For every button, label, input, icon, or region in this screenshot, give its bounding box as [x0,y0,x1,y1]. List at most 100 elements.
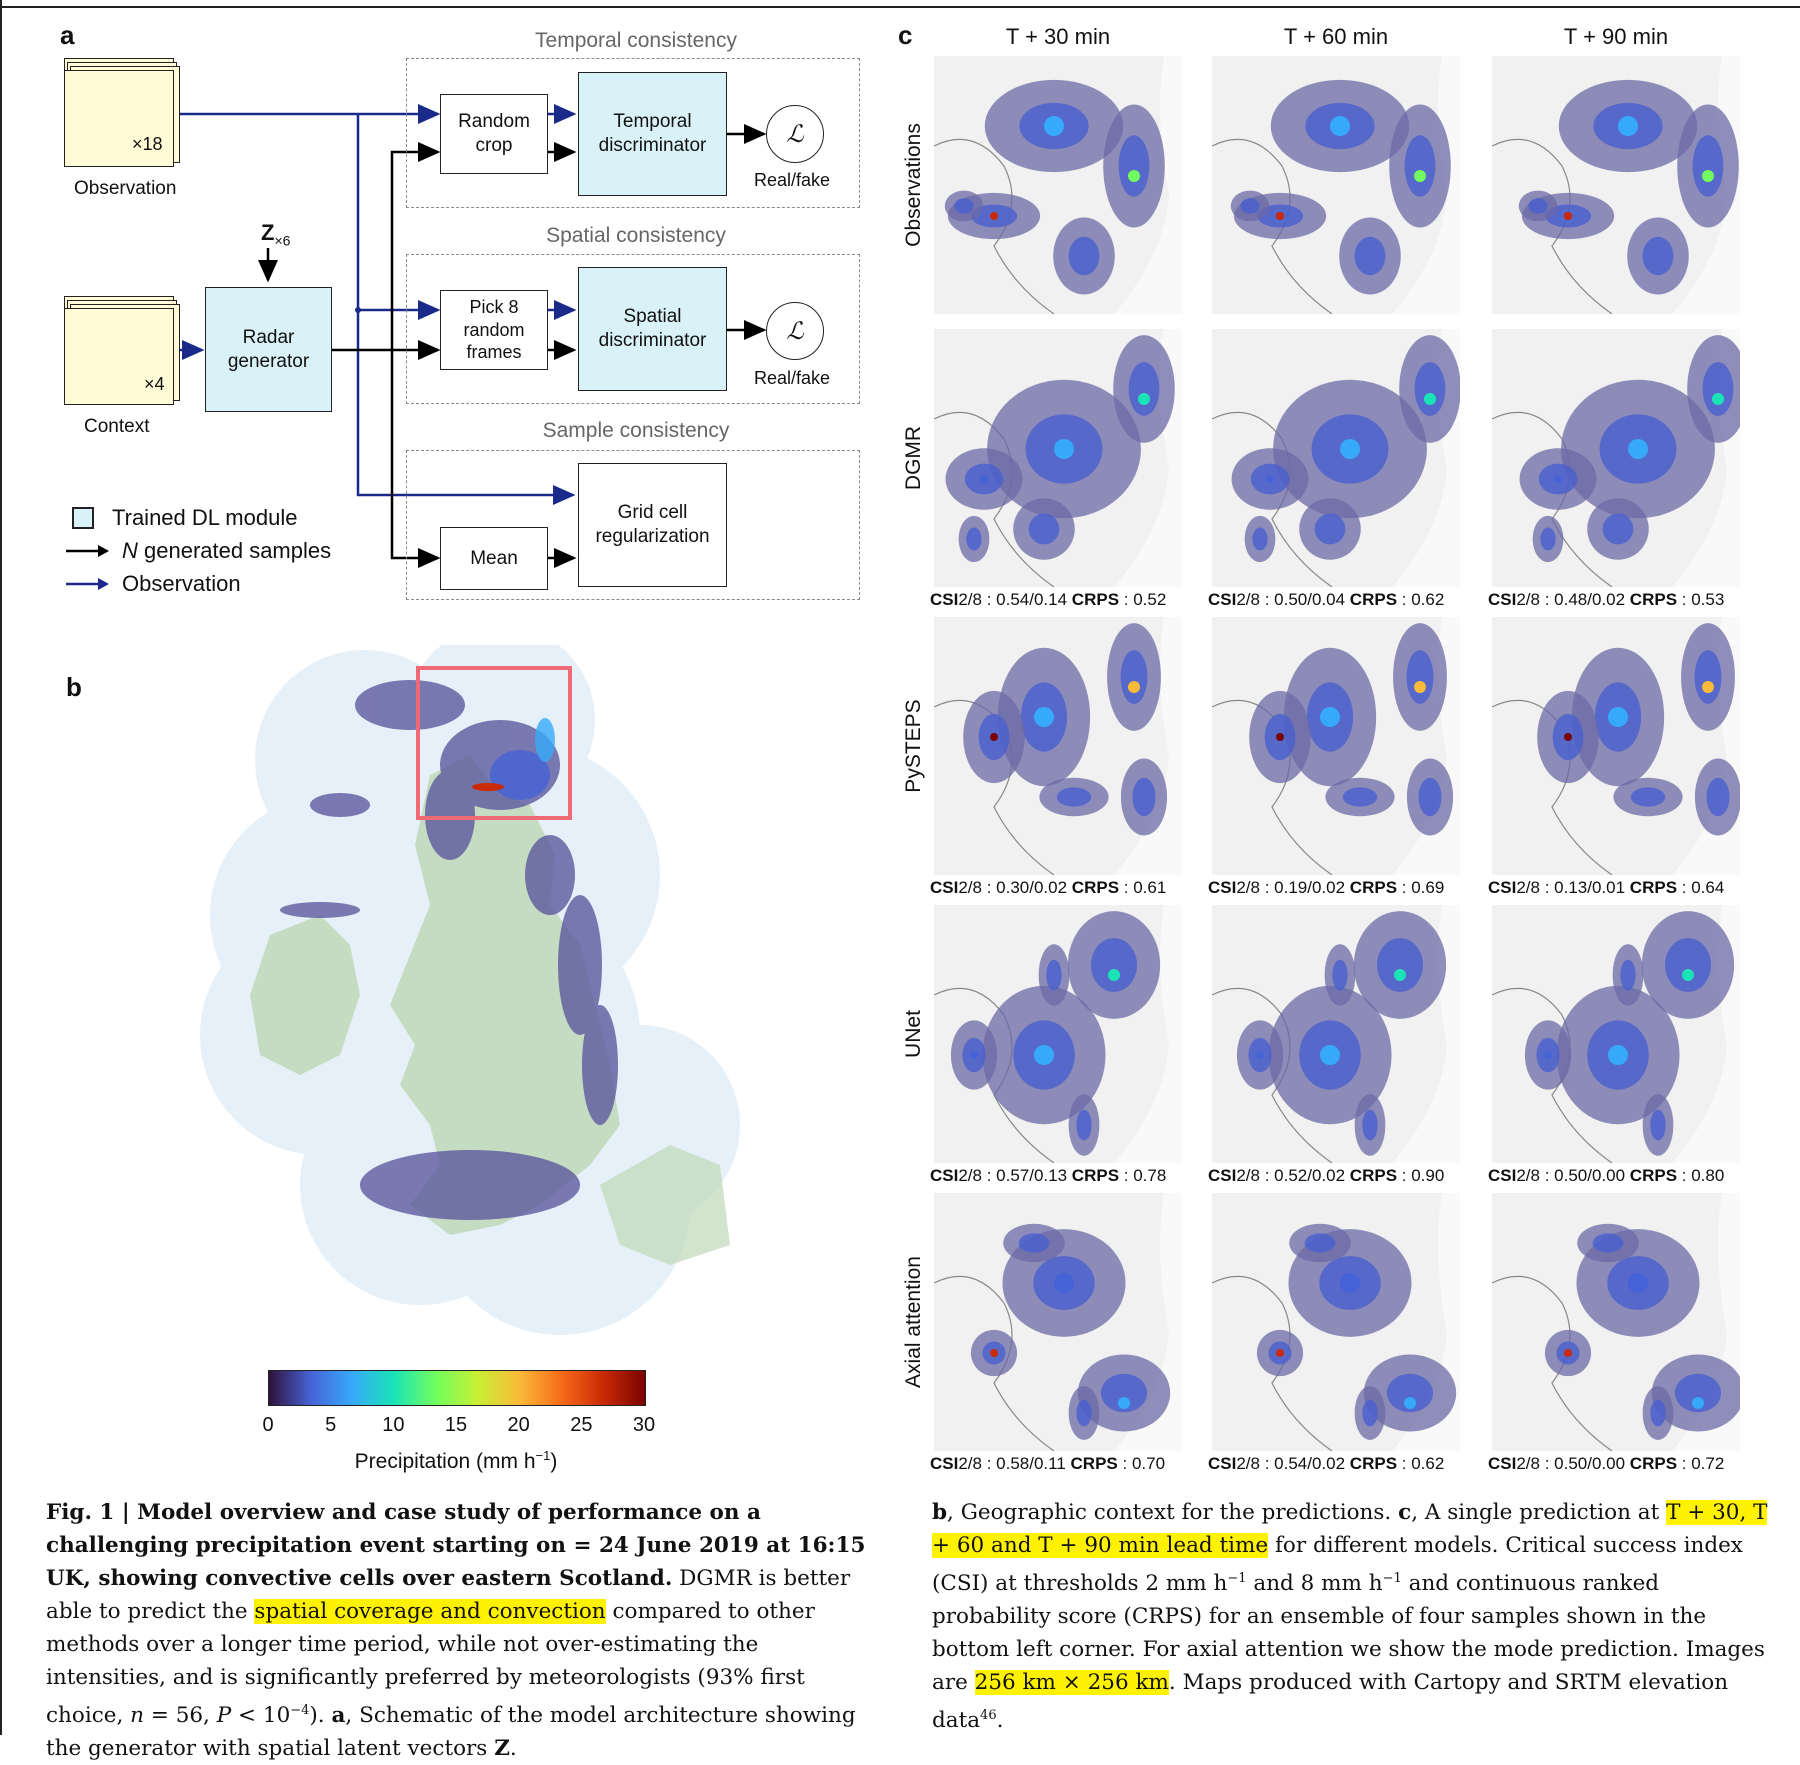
prediction-map-tile [934,617,1182,875]
caption-left-t1: DGMR is better able to predict the [46,1566,851,1624]
france-landmass [600,1145,730,1265]
csi-value: 0.54/0.14 [996,590,1068,609]
csi-thresholds: 2/8 [1516,878,1540,897]
caption-left-t5: ). [309,1703,332,1729]
prediction-map-tile [1212,329,1460,587]
csi-value: 0.48/0.02 [1554,590,1626,609]
legend-observation-label: Observation [122,571,241,596]
random-crop-box: Random crop [440,94,548,174]
caption-right-sup2: −1 [1382,1571,1402,1586]
colorbar-tick-label: 25 [570,1414,593,1436]
caption-highlight-spatial: spatial coverage and convection [254,1599,606,1624]
precipitation-field [934,905,1182,1163]
csi-thresholds: 2/8 [1236,878,1260,897]
csi-thresholds: 2/8 [1236,1454,1260,1473]
crps-value: 0.61 [1133,878,1167,897]
model-row-label: PySTEPS [902,699,925,793]
csi-thresholds: 2/8 [1236,590,1260,609]
crps-value: 0.72 [1691,1454,1725,1473]
prediction-map-tile [934,905,1182,1163]
caption-right-t4: and 8 mm h [1246,1571,1383,1597]
caption-right-c: c [1398,1500,1412,1525]
csi-value: 0.58/0.11 [996,1454,1066,1473]
csi-value: 0.50/0.00 [1554,1454,1626,1473]
precipitation-field [1492,56,1740,314]
caption-right-t1: , Geographic context for the predictions… [947,1500,1399,1525]
csi-label: CSI [1208,590,1237,609]
colorbar-tick-label: 30 [632,1414,656,1436]
colorbar-tick-label: 20 [507,1414,530,1436]
precipitation-field [934,1193,1182,1451]
uk-radar-map [200,645,740,1335]
crps-label: CRPS [1349,1454,1398,1473]
observation-count: ×18 [132,134,163,154]
csi-label: CSI [1488,1166,1517,1185]
observation-label: Observation [74,178,177,199]
precipitation-field [1212,905,1460,1163]
temporal-loss-circle: ℒ [766,105,824,163]
prediction-map-tile [1212,1193,1460,1451]
prediction-map-tile [934,1193,1182,1451]
caption-right-t3: for different models. Critical success i… [932,1533,1743,1597]
csi-thresholds: 2/8 [1516,1166,1540,1185]
metric-readout: CSI2/8 : 0.58/0.11 CRPS : 0.70 [930,1454,1166,1473]
metric-readout: CSI2/8 : 0.52/0.02 CRPS : 0.90 [1208,1166,1445,1185]
left-rule [0,0,2,1735]
prediction-map-tile [1212,56,1460,314]
panel-c-letter: c [898,20,913,50]
caption-right-sup1: −1 [1227,1571,1247,1586]
caption-left-t4: < 10 [231,1703,291,1729]
latent-z: Z [261,220,275,245]
observation-stack-front [64,70,174,167]
prediction-map-tile [1492,329,1740,587]
context-label: Context [84,416,150,437]
precipitation-field [934,617,1182,875]
legend-n: N [122,538,138,563]
temporal-real-fake-label: Real/fake [754,170,831,190]
caption-left-sup: −4 [290,1703,310,1718]
prediction-map-tile [1492,56,1740,314]
metric-readout: CSI2/8 : 0.48/0.02 CRPS : 0.53 [1488,590,1725,609]
csi-value: 0.57/0.13 [996,1166,1068,1185]
latent-z-sub: ×6 [274,232,291,249]
csi-label: CSI [1488,1454,1517,1473]
csi-value: 0.19/0.02 [1274,878,1346,897]
csi-thresholds: 2/8 [1516,1454,1540,1473]
spatial-consistency-title: Spatial consistency [546,224,726,247]
metric-readout: CSI2/8 : 0.54/0.02 CRPS : 0.62 [1208,1454,1445,1473]
metric-readout: CSI2/8 : 0.30/0.02 CRPS : 0.61 [930,878,1167,897]
crps-label: CRPS [1629,590,1678,609]
metric-readout: CSI2/8 : 0.50/0.00 CRPS : 0.80 [1488,1166,1725,1185]
spatial-discriminator-box: Spatial discriminator [578,267,727,391]
legend-generated: N generated samples [66,538,331,564]
precipitation-field [1212,329,1460,587]
top-rule [0,6,1800,8]
metric-readout: CSI2/8 : 0.19/0.02 CRPS : 0.69 [1208,878,1445,897]
spatial-consistency-group [406,254,860,404]
precipitation-field [1212,1193,1460,1451]
model-row-label: Axial attention [902,1256,925,1388]
precipitation-field [1492,905,1740,1163]
crps-label: CRPS [1070,1454,1118,1473]
crps-value: 0.78 [1133,1166,1167,1185]
sample-consistency-group [406,450,860,600]
caption-left-p: P [216,1703,232,1729]
crps-label: CRPS [1071,878,1120,897]
grid-cell-regularization-box: Grid cell regularization [578,463,727,587]
precipitation-field [1212,56,1460,314]
legend-generated-text: generated samples [137,538,332,563]
precipitation-field [1492,329,1740,587]
csi-label: CSI [930,1454,959,1473]
colorbar-tick-label: 5 [325,1414,337,1436]
model-row-label: UNet [902,1010,925,1058]
crps-value: 0.52 [1133,590,1167,609]
panel-b-letter: b [66,672,82,702]
caption-left-t7: . [509,1736,517,1762]
csi-value: 0.30/0.02 [996,878,1068,897]
panel-a-arrows [175,104,767,568]
crps-value: 0.62 [1411,1454,1445,1473]
metric-readout: CSI2/8 : 0.54/0.14 CRPS : 0.52 [930,590,1167,609]
csi-label: CSI [930,1166,959,1185]
csi-label: CSI [930,878,959,897]
legend-trained: Trained DL module [72,505,297,531]
